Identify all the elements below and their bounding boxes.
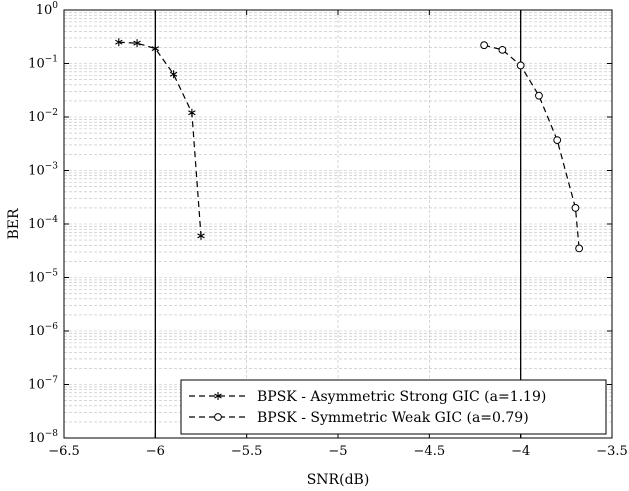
y-tick-label: 10−4	[28, 215, 58, 232]
data-point	[188, 108, 196, 117]
x-tick-label: −3.5	[596, 444, 628, 459]
data-point	[498, 45, 507, 54]
legend-marker	[214, 392, 222, 400]
asterisk-stroke	[188, 110, 196, 116]
data-point	[480, 41, 489, 50]
data-point	[553, 136, 562, 145]
y-tick-label: 10−1	[28, 55, 58, 72]
legend: BPSK - Asymmetric Strong GIC (a=1.19) BPS…	[180, 379, 607, 435]
ticks: −6.5 −6 −5.5 −5 −4.5 −4 −3.5 10−8 10−7 10−6 10−5 10…	[28, 1, 628, 459]
data-point	[115, 38, 123, 47]
series	[115, 38, 584, 253]
y-tick-label: 10−6	[28, 322, 58, 339]
x-tick-label: −6	[146, 444, 165, 459]
legend-box	[180, 379, 607, 435]
legend-label: BPSK - Symmetric Weak GIC (a=0.79)	[257, 410, 529, 426]
y-axis-label: BER	[6, 208, 22, 240]
data-point	[571, 203, 580, 212]
data-point	[535, 91, 543, 100]
y-tick-label: 100	[36, 1, 59, 18]
data-point	[151, 44, 160, 53]
x-tick-label: −4	[511, 444, 530, 459]
data-point	[169, 70, 178, 79]
legend-label: BPSK - Asymmetric Strong GIC (a=1.19)	[257, 389, 546, 405]
asterisk-stroke	[214, 393, 222, 399]
data-point	[575, 244, 584, 253]
x-tick-label: −6.5	[48, 444, 80, 459]
y-tick-label: 10−3	[28, 162, 58, 179]
asterisk-stroke	[151, 46, 160, 52]
asterisk-stroke	[197, 233, 205, 239]
y-tick-label: 10−2	[28, 108, 58, 125]
asterisk-stroke	[133, 40, 141, 46]
asterisk-stroke	[169, 71, 178, 77]
y-tick-label: 10−8	[28, 429, 58, 446]
reference-lines	[154, 10, 522, 438]
data-point	[133, 39, 141, 48]
grid	[63, 10, 613, 439]
y-tick-label: 10−5	[28, 269, 58, 286]
y-tick-label: 10−7	[28, 376, 58, 393]
x-axis-label: SNR(dB)	[307, 472, 370, 488]
x-tick-label: −5	[328, 444, 347, 459]
series-line-1	[118, 41, 202, 236]
x-tick-label: −5.5	[231, 444, 263, 459]
data-point	[516, 61, 525, 70]
x-tick-label: −4.5	[414, 444, 446, 459]
data-point	[197, 231, 205, 240]
legend-marker	[214, 413, 222, 421]
asterisk-stroke	[115, 39, 123, 45]
